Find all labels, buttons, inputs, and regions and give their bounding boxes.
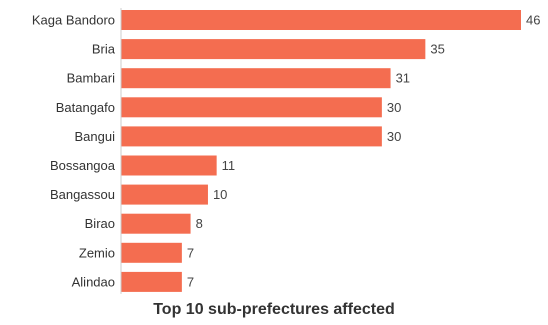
bar: [121, 97, 382, 118]
category-label: Kaga Bandoro: [32, 13, 115, 28]
category-label: Bangui: [75, 129, 116, 144]
bar: [121, 184, 208, 205]
bar: [121, 213, 191, 234]
category-label: Zemio: [79, 245, 115, 260]
category-label: Batangafo: [56, 100, 115, 115]
category-label: Bria: [92, 42, 116, 57]
category-label: Bangassou: [50, 187, 115, 202]
bar: [121, 271, 182, 292]
value-label: 7: [187, 245, 194, 260]
category-label: Alindao: [72, 274, 115, 289]
bar: [121, 39, 426, 60]
bar: [121, 10, 521, 30]
value-label: 10: [213, 187, 227, 202]
chart-title: Top 10 sub-prefectures affected: [153, 301, 395, 318]
value-label: 30: [387, 129, 401, 144]
value-label: 31: [396, 71, 410, 86]
category-label: Bambari: [67, 71, 116, 86]
bar: [121, 155, 217, 176]
bar: [121, 126, 382, 147]
category-label: Birao: [85, 216, 115, 231]
value-label: 30: [387, 100, 401, 115]
value-label: 46: [526, 13, 540, 28]
bar: [121, 242, 182, 263]
value-label: 35: [430, 42, 444, 57]
value-label: 8: [196, 216, 203, 231]
category-label: Bossangoa: [50, 158, 116, 173]
bar: [121, 68, 391, 89]
value-label: 11: [222, 158, 236, 173]
value-label: 7: [187, 274, 194, 289]
